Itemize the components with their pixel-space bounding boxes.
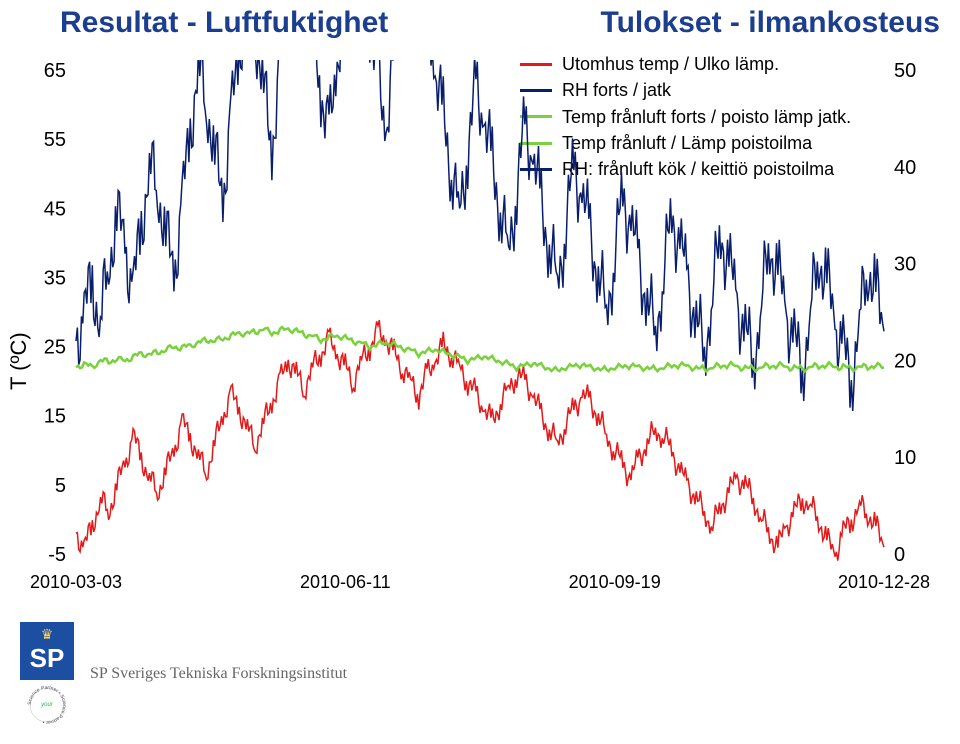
title-left: Resultat - Luftfuktighet (60, 6, 388, 40)
svg-text:10: 10 (894, 447, 916, 469)
svg-text:20: 20 (894, 350, 916, 372)
svg-text:30: 30 (894, 254, 916, 276)
svg-text:5: 5 (55, 475, 66, 497)
svg-text:2010-12-28: 2010-12-28 (838, 572, 930, 592)
footer: ♛ SP Science Partner • Science Partner •… (20, 622, 347, 726)
svg-text:2010-03-03: 2010-03-03 (30, 572, 122, 592)
svg-text:2010-06-11: 2010-06-11 (300, 572, 391, 592)
crown-icon: ♛ (41, 626, 54, 643)
svg-text:-5: -5 (48, 544, 66, 566)
logo-text: SP (30, 645, 65, 671)
svg-text:55: 55 (44, 129, 66, 151)
y-axis-left-label: T (ºC) (6, 332, 32, 390)
svg-text:25: 25 (44, 337, 66, 359)
science-partner-icon: Science Partner • Science Partner • your (26, 684, 68, 726)
svg-text:65: 65 (44, 60, 66, 82)
svg-text:0: 0 (894, 544, 905, 566)
svg-text:50: 50 (894, 60, 916, 82)
chart: T (ºC) RH (%) -5515253545556501020304050… (0, 60, 960, 600)
titles-row: Resultat - Luftfuktighet Tulokset - ilma… (60, 6, 940, 40)
svg-text:2010-09-19: 2010-09-19 (569, 572, 661, 592)
svg-text:35: 35 (44, 267, 66, 289)
sp-logo: ♛ SP (20, 622, 74, 680)
logo-block: ♛ SP Science Partner • Science Partner •… (20, 622, 74, 726)
institute-name: SP Sveriges Tekniska Forskningsinstitut (90, 665, 347, 683)
svg-text:45: 45 (44, 198, 66, 220)
svg-text:15: 15 (44, 406, 66, 428)
svg-text:40: 40 (894, 157, 916, 179)
chart-svg: -5 5 15 25 35 45 55 65 0 10 20 30 40 50 2010-03-03 2010… (0, 60, 960, 600)
your-text: your (40, 702, 54, 708)
title-right: Tulokset - ilmankosteus (600, 6, 940, 40)
